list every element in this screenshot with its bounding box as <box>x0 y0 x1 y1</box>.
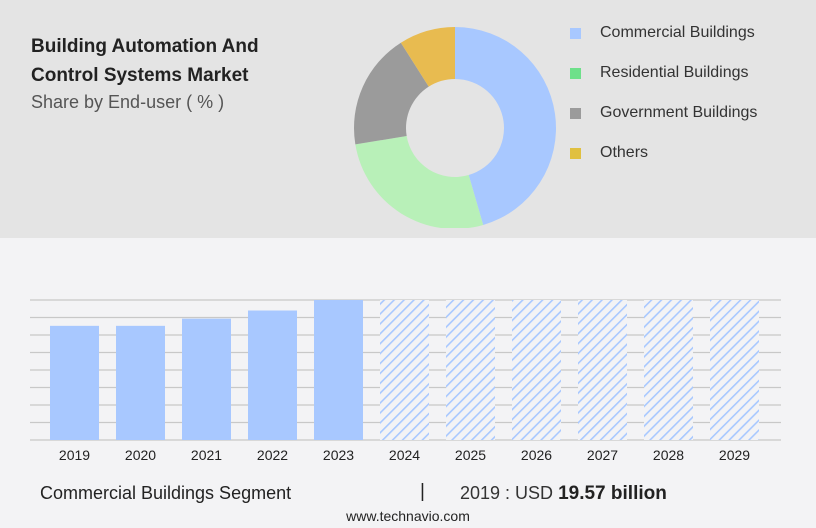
chart-subtitle: Share by End-user ( % ) <box>31 92 225 112</box>
bar <box>116 325 165 440</box>
legend-swatch <box>570 27 581 39</box>
forecast-bar <box>644 300 693 440</box>
legend-swatch <box>570 147 581 159</box>
x-tick-label: 2020 <box>125 447 156 463</box>
x-tick-label: 2029 <box>719 447 750 463</box>
segment-value: 2019 : USD 19.57 billion <box>460 483 667 505</box>
legend-swatch <box>570 67 581 79</box>
x-tick-label: 2021 <box>191 447 222 463</box>
legend-item: Residential Buildings <box>570 53 757 93</box>
x-tick-label: 2026 <box>521 447 552 463</box>
x-tick-label: 2027 <box>587 447 618 463</box>
panel-edge <box>340 238 580 248</box>
forecast-bar <box>710 300 759 440</box>
bar <box>314 300 363 440</box>
x-tick-label: 2025 <box>455 447 486 463</box>
bar <box>248 310 297 440</box>
chart-title: Building Automation And Control Systems … <box>31 36 259 86</box>
legend-label: Others <box>600 144 649 161</box>
legend-label: Residential Buildings <box>600 64 749 81</box>
legend-label: Commercial Buildings <box>600 24 755 41</box>
website: www.technavio.com <box>346 508 470 524</box>
donut-slice <box>400 27 455 87</box>
forecast-bar <box>446 300 495 440</box>
donut-slice <box>354 42 429 145</box>
year-label: 2019 : USD <box>460 483 554 503</box>
legend-swatch <box>570 107 581 119</box>
legend-item: Others <box>570 133 757 173</box>
x-tick-label: 2024 <box>389 447 420 463</box>
x-tick-label: 2019 <box>59 447 90 463</box>
x-tick-label: 2022 <box>257 447 288 463</box>
bar <box>50 325 99 440</box>
legend-label: Government Buildings <box>600 104 758 121</box>
donut-slice <box>355 135 484 230</box>
panel-edge <box>340 228 580 238</box>
legend-item: Government Buildings <box>570 93 757 133</box>
separator: | <box>420 481 425 502</box>
legend-item: Commercial Buildings <box>570 13 757 53</box>
forecast-bar <box>512 300 561 440</box>
x-tick-label: 2028 <box>653 447 684 463</box>
bar <box>182 318 231 440</box>
donut-slice <box>455 27 556 225</box>
segment-label: Commercial Buildings Segment <box>40 483 292 503</box>
x-tick-label: 2023 <box>323 447 354 463</box>
legend: Commercial Buildings Residential Buildin… <box>570 13 757 173</box>
forecast-bar <box>578 300 627 440</box>
value-text: 19.57 billion <box>558 483 667 504</box>
forecast-bar <box>380 300 429 440</box>
